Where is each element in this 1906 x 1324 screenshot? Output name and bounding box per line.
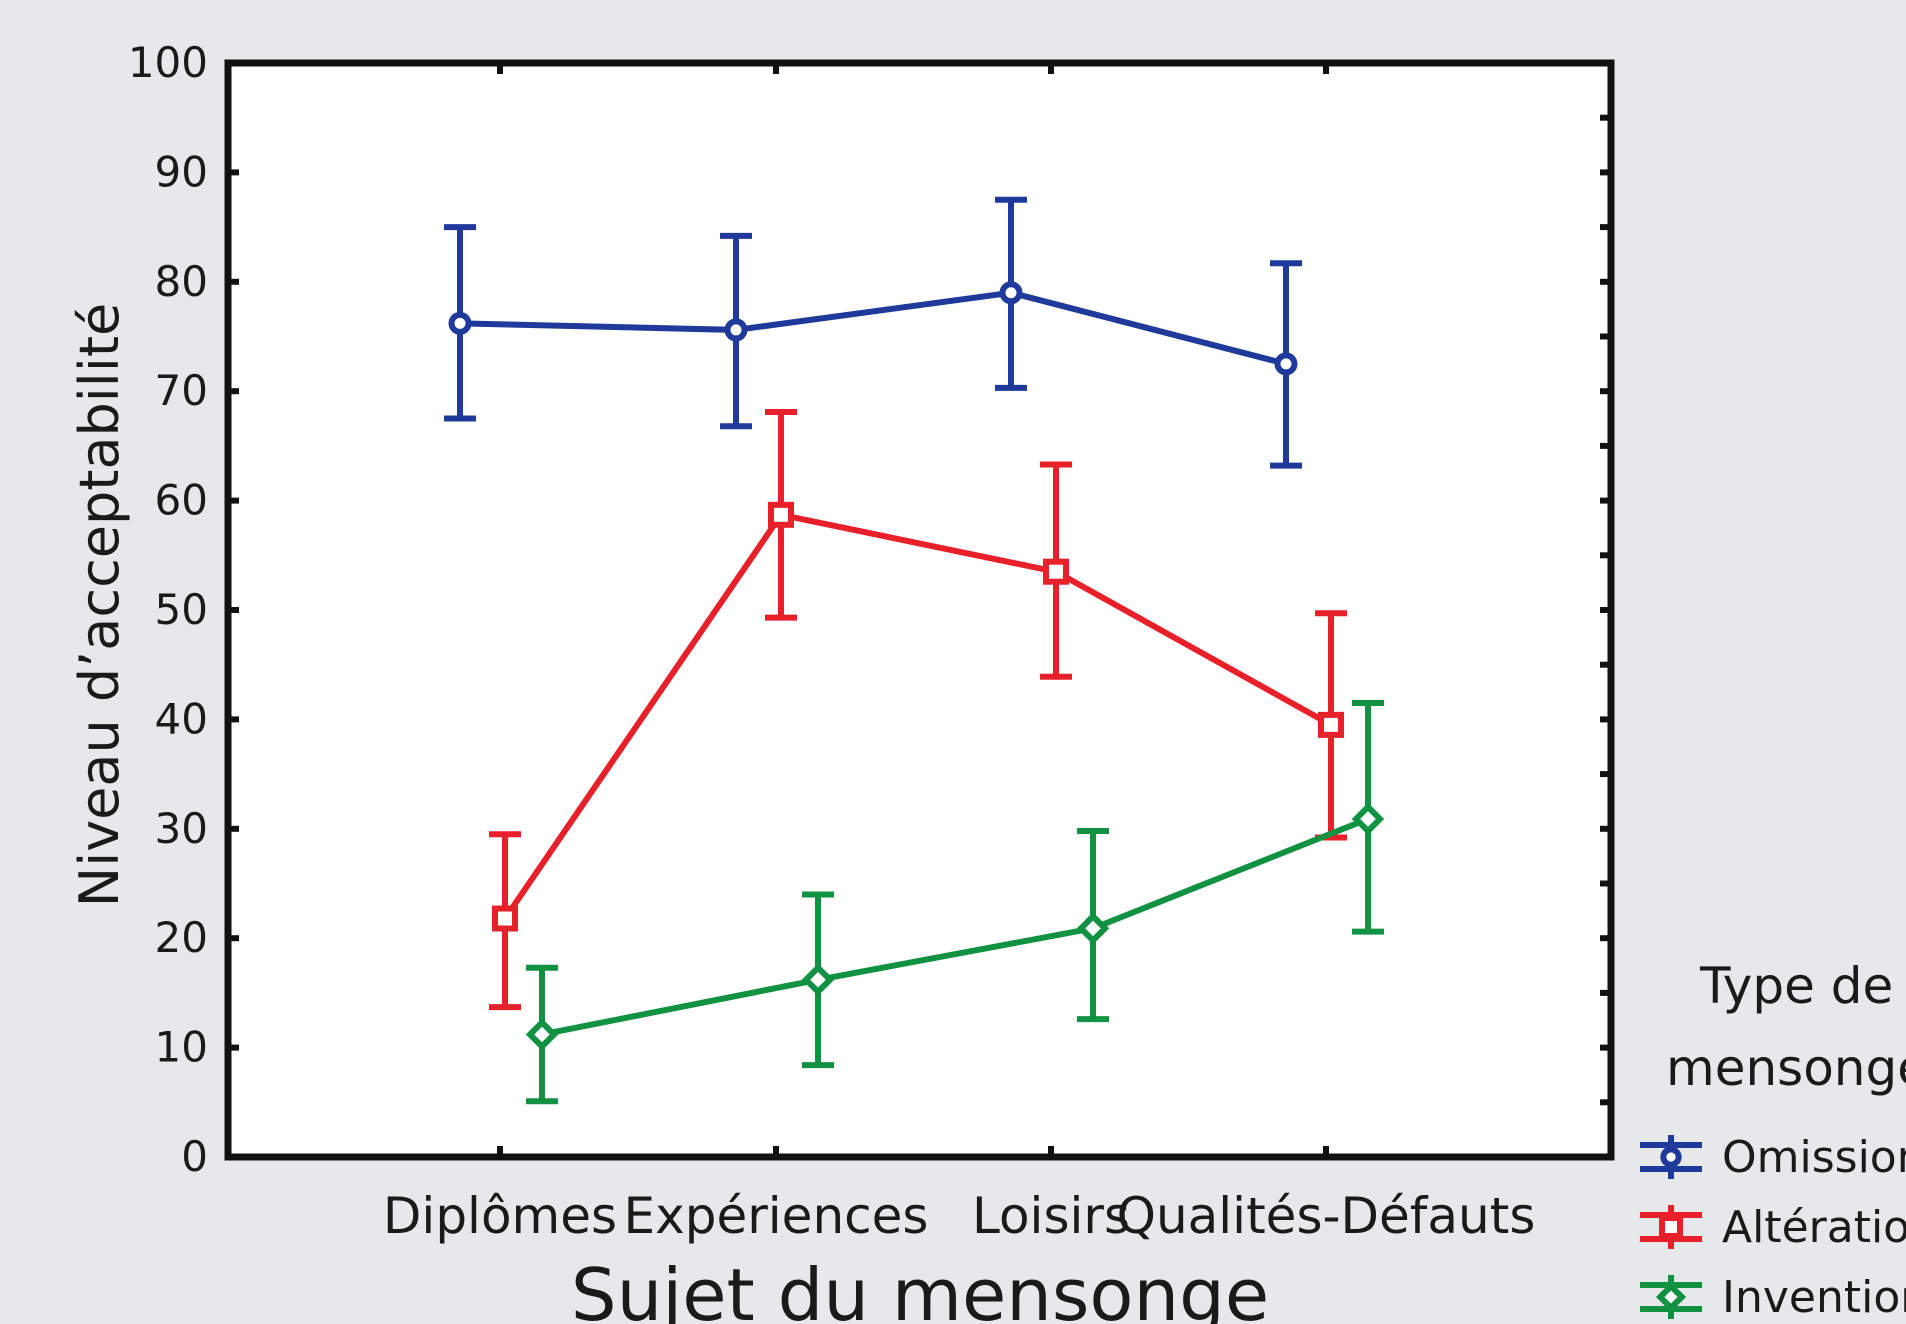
legend-entry: Omission	[1640, 1132, 1906, 1183]
y-tick-label: 70	[155, 366, 208, 415]
x-axis-label: Sujet du mensonge	[571, 1253, 1269, 1324]
data-point	[1659, 1215, 1683, 1239]
series-line	[502, 511, 1333, 921]
y-tick-label: 100	[128, 38, 208, 87]
data-point	[525, 1018, 559, 1051]
y-tick-label: 90	[155, 147, 208, 196]
data-point	[448, 311, 472, 335]
data-point	[1660, 1146, 1682, 1168]
legend: Type de mensonge Omission Altération Inven…	[1640, 957, 1906, 1323]
y-tick-label: 50	[155, 585, 208, 634]
legend-title: mensonge	[1666, 1039, 1906, 1097]
data-point	[1043, 558, 1069, 585]
y-tick-label: 40	[155, 694, 208, 743]
data-point	[1274, 352, 1298, 376]
axis-ticks: 0 10 20 30 40 50 60 70 80 90 100 Diplômes Expérience…	[128, 38, 1611, 1245]
data-point	[999, 281, 1023, 305]
series-omission	[444, 196, 1302, 469]
series-altération	[489, 408, 1347, 1011]
series-layer	[444, 196, 1385, 1105]
data-point	[1351, 802, 1385, 836]
data-point	[492, 905, 518, 932]
y-tick-label: 20	[155, 913, 208, 962]
data-point	[1318, 711, 1344, 738]
legend-label: Omission	[1722, 1132, 1906, 1183]
legend-entry: Altération	[1640, 1202, 1906, 1253]
x-tick-label: Diplômes	[383, 1187, 617, 1245]
data-point	[724, 318, 748, 342]
data-point	[801, 963, 835, 997]
data-point	[1076, 912, 1110, 945]
y-tick-label: 10	[155, 1023, 208, 1072]
legend-entry: Invention	[1640, 1272, 1906, 1323]
series-line	[459, 289, 1287, 367]
legend-label: Invention	[1722, 1272, 1906, 1323]
x-tick-label: Qualités-Défauts	[1117, 1187, 1536, 1245]
x-tick-label: Loisirs	[972, 1187, 1130, 1245]
data-point	[1655, 1281, 1687, 1313]
legend-label: Altération	[1722, 1202, 1906, 1253]
legend-title: Type de	[1699, 957, 1893, 1015]
x-tick-label: Expériences	[624, 1187, 929, 1245]
series-invention	[525, 699, 1385, 1105]
series-line	[541, 816, 1370, 1038]
y-tick-label: 60	[155, 476, 208, 525]
y-tick-label: 0	[181, 1132, 208, 1181]
y-tick-label: 30	[155, 804, 208, 853]
plot-area	[224, 59, 1615, 1161]
legend-entries: Omission Altération Invention	[1640, 1132, 1906, 1323]
y-tick-label: 80	[155, 257, 208, 306]
data-point	[768, 501, 794, 528]
y-axis-label: Niveau d’acceptabilité	[68, 303, 131, 907]
